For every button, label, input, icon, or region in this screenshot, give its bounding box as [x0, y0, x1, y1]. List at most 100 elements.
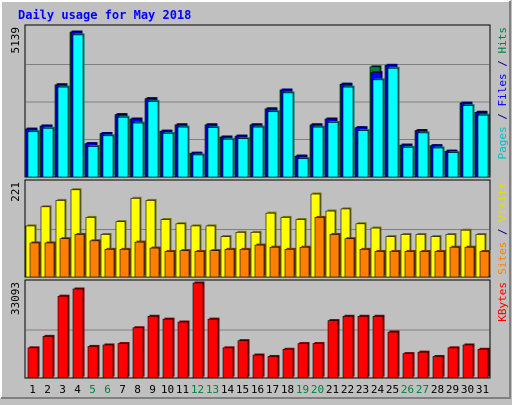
bar-kbytes: [312, 343, 324, 379]
x-tick-label: 30: [461, 383, 474, 396]
outer-bevel-light: [0, 0, 510, 398]
bar-pages: [372, 79, 384, 178]
bar-sites: [194, 251, 205, 278]
x-tick-label: 31: [476, 383, 489, 396]
x-tick-label: 29: [446, 383, 459, 396]
x-tick-label: 26: [401, 383, 414, 396]
legend-label-part: Files: [496, 73, 509, 106]
legend-label-part: Pages: [496, 126, 509, 159]
bar-pages: [462, 105, 474, 178]
bar-sites: [179, 250, 190, 278]
bar-pages: [282, 92, 294, 178]
bar-pages: [477, 114, 489, 178]
bar-pages: [192, 154, 204, 178]
x-tick-label: 15: [236, 383, 249, 396]
panel-visits-sites: 221: [9, 179, 491, 278]
x-tick-label: 12: [191, 383, 204, 396]
bar-sites: [119, 249, 130, 278]
panel-max-label: 5139: [9, 27, 22, 54]
x-tick-label: 14: [221, 383, 235, 396]
x-tick-label: 10: [161, 383, 174, 396]
bar-sites: [314, 217, 325, 278]
bar-sites: [329, 234, 340, 278]
x-tick-label: 2: [44, 383, 51, 396]
bar-sites: [134, 241, 145, 278]
bar-pages: [402, 147, 414, 178]
series-kbytes: [27, 281, 490, 379]
bar-sites: [299, 246, 310, 278]
legend-label-part: KBytes: [496, 282, 509, 322]
bar-pages: [222, 139, 234, 178]
bar-pages: [252, 126, 264, 178]
bar-pages: [387, 67, 399, 178]
bar-pages: [207, 127, 219, 178]
bar-kbytes: [252, 354, 264, 379]
bar-kbytes: [27, 347, 39, 379]
bar-sites: [209, 250, 220, 278]
bar-kbytes: [447, 347, 459, 379]
x-tick-label: 4: [74, 383, 81, 396]
legend-label: Sites / Visits: [496, 182, 509, 275]
bar-pages: [162, 133, 174, 178]
chart-title: Daily usage for May 2018: [18, 8, 191, 22]
x-tick-label: 3: [59, 383, 66, 396]
bar-pages: [72, 34, 84, 178]
x-tick-label: 11: [176, 383, 189, 396]
bar-sites: [149, 247, 160, 278]
bar-pages: [42, 127, 54, 178]
series-pages: [27, 33, 490, 178]
legend-label-part: Visits: [496, 182, 509, 222]
x-tick-label: 21: [326, 383, 339, 396]
bar-kbytes: [282, 348, 294, 379]
x-tick-label: 23: [356, 383, 369, 396]
bar-kbytes: [477, 348, 489, 379]
bar-kbytes: [207, 318, 219, 379]
bar-sites: [44, 242, 55, 278]
x-tick-label: 28: [431, 383, 444, 396]
bar-kbytes: [42, 336, 54, 379]
bar-kbytes: [87, 346, 99, 379]
legend-label-part: /: [496, 222, 509, 242]
bar-kbytes: [162, 318, 174, 379]
bar-pages: [297, 158, 309, 178]
panel-pages-files-hits: 5139: [9, 24, 491, 178]
legend-label-part: /: [496, 54, 509, 74]
bar-pages: [177, 126, 189, 178]
x-tick-label: 9: [149, 383, 156, 396]
bar-kbytes: [387, 331, 399, 379]
bar-sites: [254, 244, 265, 278]
bar-sites: [239, 249, 250, 278]
bar-pages: [312, 126, 324, 178]
legend-label-part: Sites: [496, 242, 509, 275]
x-tick-label: 6: [104, 383, 111, 396]
x-tick-label: 1: [29, 383, 36, 396]
bar-kbytes: [177, 321, 189, 379]
bar-kbytes: [192, 282, 204, 379]
bar-pages: [117, 116, 129, 178]
bar-sites: [164, 251, 175, 278]
x-axis-labels: 1 2 3 4 5 6 7 8 9 10 11 12 13 14 15 16 17 18 19 20 21 22 23 24 2…: [29, 383, 489, 396]
bar-pages: [147, 101, 159, 178]
x-tick-label: 18: [281, 383, 294, 396]
legend-label-part: Hits: [496, 27, 509, 54]
bar-sites: [389, 251, 400, 278]
bar-kbytes: [402, 353, 414, 379]
bar-sites: [434, 251, 445, 278]
bar-kbytes: [132, 327, 144, 379]
bar-sites: [479, 251, 490, 278]
bar-sites: [224, 249, 235, 278]
legend-label: KBytes: [496, 282, 509, 322]
right-legend-labels: Pages / Files / Hits Sites / Visits KBytes: [496, 27, 509, 322]
x-tick-label: 24: [371, 383, 385, 396]
bar-kbytes: [267, 356, 279, 379]
bar-sites: [269, 246, 280, 278]
x-tick-label: 8: [134, 383, 141, 396]
bar-sites: [404, 251, 415, 278]
bar-kbytes: [117, 343, 129, 379]
bar-kbytes: [372, 315, 384, 379]
bar-sites: [419, 251, 430, 278]
bar-kbytes: [342, 315, 354, 379]
bar-kbytes: [147, 315, 159, 379]
bar-pages: [327, 122, 339, 178]
